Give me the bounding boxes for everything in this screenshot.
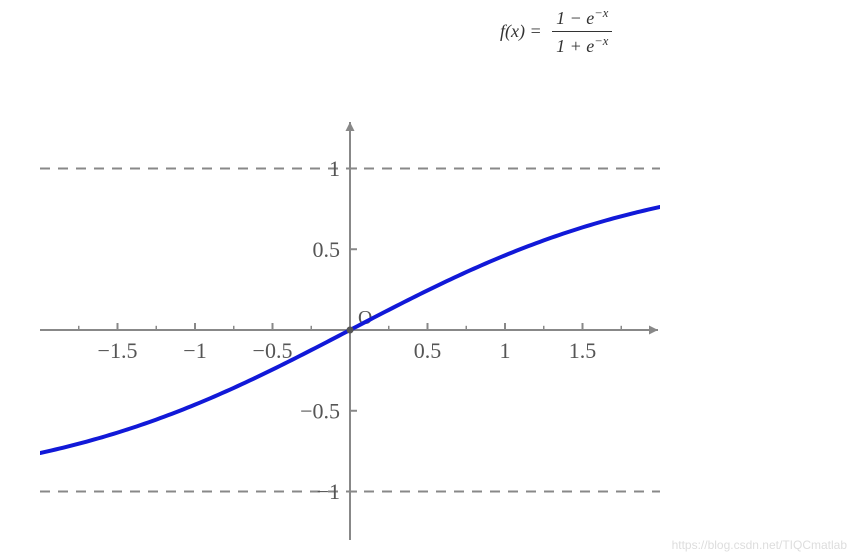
origin-marker (347, 327, 354, 334)
x-tick-label: −1 (183, 338, 206, 363)
formula: f(x) = 1 − e−x 1 + e−x (500, 6, 612, 57)
x-tick-label: 1.5 (569, 338, 597, 363)
formula-numerator: 1 − e−x (552, 6, 612, 32)
chart-svg: −1.5−1−0.50.511.5−1−0.50.51O (40, 120, 660, 540)
x-tick-label: 1 (500, 338, 511, 363)
formula-fraction: 1 − e−x 1 + e−x (552, 6, 612, 57)
tanh-chart: −1.5−1−0.50.511.5−1−0.50.51O (40, 120, 660, 540)
y-tick-label: 0.5 (313, 237, 341, 262)
x-tick-label: −0.5 (253, 338, 293, 363)
x-tick-label: 0.5 (414, 338, 442, 363)
formula-denominator: 1 + e−x (552, 32, 612, 57)
watermark: https://blog.csdn.net/TIQCmatlab (672, 538, 847, 552)
y-tick-label: −0.5 (300, 398, 340, 423)
x-tick-label: −1.5 (98, 338, 138, 363)
y-tick-label: 1 (329, 156, 340, 181)
y-tick-label: −1 (317, 479, 340, 504)
formula-lhs: f(x) = (500, 21, 542, 42)
